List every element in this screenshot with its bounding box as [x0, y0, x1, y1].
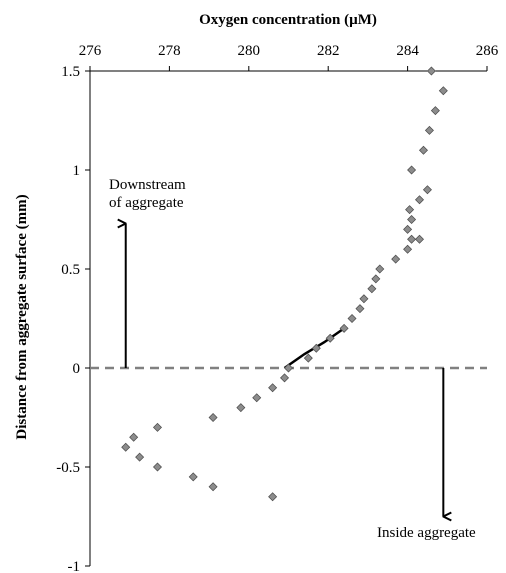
x-tick-label: 280	[238, 43, 261, 59]
data-point	[284, 363, 293, 373]
data-point	[422, 185, 432, 195]
x-tick-label: 278	[158, 43, 181, 59]
data-point	[415, 195, 425, 205]
data-point	[405, 205, 415, 215]
data-point	[391, 254, 401, 264]
data-point	[208, 482, 218, 492]
data-point	[407, 215, 417, 224]
x-tick-label: 284	[396, 43, 419, 59]
data-point	[426, 66, 436, 76]
data-point	[339, 323, 349, 333]
data-point	[135, 452, 145, 462]
data-point	[418, 145, 428, 155]
y-axis-title: Distance from aggregate surface (mm)	[14, 194, 30, 439]
inside-label: Inside aggregate	[377, 525, 476, 541]
y-tick-label: 1	[73, 163, 81, 179]
data-point	[407, 165, 417, 175]
x-tick-label: 276	[79, 43, 102, 59]
data-point	[355, 304, 365, 314]
data-point	[236, 403, 246, 413]
x-axis-title: Oxygen concentration (µM)	[199, 12, 377, 28]
data-point	[268, 492, 278, 502]
data-point	[280, 373, 290, 383]
y-ticks: -1 -0.5 0 0.5 1 1.5	[56, 64, 90, 573]
x-ticks: 276 278 280 282 284 286	[79, 43, 499, 71]
data-point	[415, 234, 425, 244]
data-point	[359, 294, 369, 304]
data-point	[152, 462, 162, 472]
data-points	[121, 66, 448, 502]
data-point	[424, 125, 434, 135]
data-point	[371, 274, 381, 284]
data-point	[303, 353, 313, 363]
data-point	[152, 422, 162, 432]
data-point	[268, 383, 278, 393]
data-point	[403, 224, 413, 234]
downstream-label: Downstream of aggregate	[109, 177, 186, 211]
x-tick-label: 286	[476, 43, 499, 59]
data-point	[407, 234, 417, 244]
data-point	[367, 284, 377, 294]
data-point	[129, 432, 139, 442]
data-point	[208, 413, 218, 422]
data-point	[375, 264, 385, 274]
data-point	[121, 442, 131, 452]
data-point	[403, 244, 413, 254]
data-point	[430, 106, 440, 116]
y-tick-label: -1	[68, 559, 81, 573]
data-point	[347, 314, 357, 323]
y-tick-label: 0.5	[61, 262, 80, 278]
data-point	[325, 333, 335, 343]
y-tick-label: 1.5	[61, 64, 80, 80]
annotations: Downstream of aggregate Inside aggregate	[109, 177, 476, 541]
data-point	[252, 393, 262, 403]
data-point	[438, 86, 448, 96]
x-tick-label: 282	[317, 43, 340, 59]
y-tick-label: 0	[73, 361, 81, 377]
y-tick-label: -0.5	[56, 460, 80, 476]
data-point	[188, 472, 198, 482]
data-point	[311, 343, 321, 353]
